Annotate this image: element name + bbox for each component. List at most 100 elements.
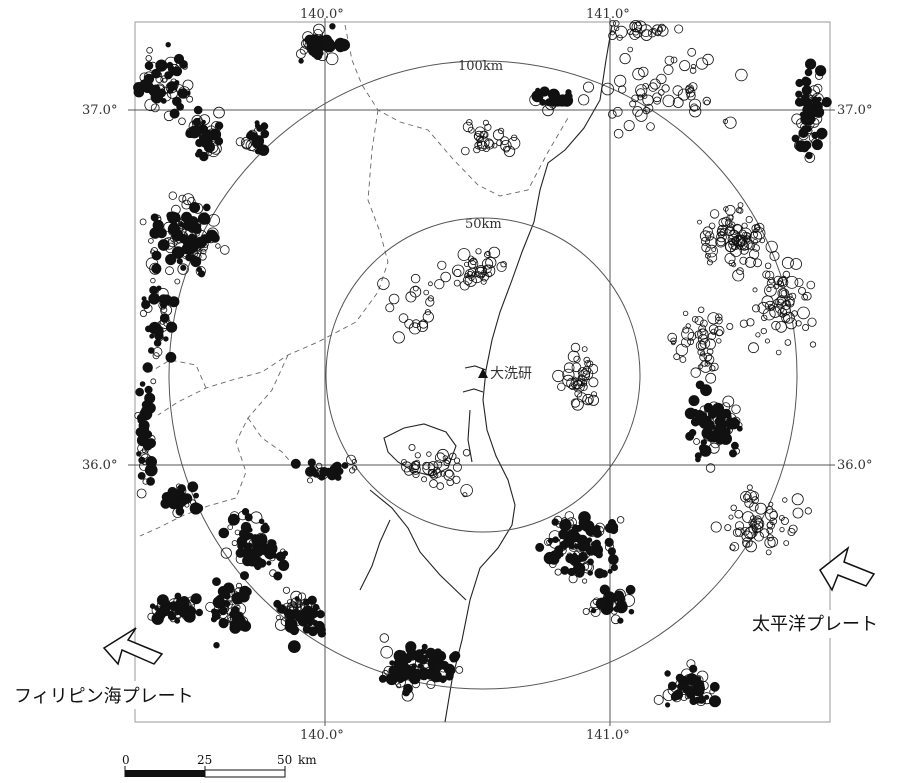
epicenter-marker [690, 417, 700, 427]
epicenter-marker [755, 332, 761, 338]
epicenter-marker [816, 127, 828, 139]
epicenter-marker [432, 468, 443, 478]
epicenter-marker [604, 542, 615, 552]
epicenter-marker [206, 141, 219, 154]
epicenter-marker [307, 621, 313, 627]
epicenter-marker [151, 263, 162, 274]
epicenter-marker [345, 454, 356, 465]
epicenter-marker [295, 49, 306, 59]
epicenter-marker [434, 452, 446, 464]
epicenter-marker [187, 481, 199, 493]
epicenter-marker [683, 685, 694, 696]
epicenter-marker [423, 662, 429, 669]
epicenter-marker [351, 458, 357, 464]
epicenter-marker [388, 293, 400, 305]
epicenter-marker [569, 543, 576, 550]
epicenter-marker [703, 352, 713, 362]
epicenter-marker [664, 702, 671, 708]
epicenter-marker [156, 62, 165, 71]
epicenter-marker [146, 46, 153, 54]
epicenter-marker [418, 319, 429, 329]
epicenter-marker [554, 568, 562, 576]
epicenter-marker [290, 458, 301, 469]
epicenter-marker [685, 84, 695, 94]
epicenter-marker [187, 216, 199, 228]
epicenter-marker [753, 518, 765, 529]
epicenter-marker [410, 273, 421, 284]
epicenter-marker [712, 424, 718, 431]
epicenter-marker [137, 418, 143, 424]
epicenter-marker [690, 63, 697, 70]
epicenter-marker [177, 498, 187, 507]
epicenter-marker [610, 30, 616, 36]
lon-label-140-top: 140.0° [300, 7, 344, 22]
epicenter-marker [500, 136, 510, 146]
epicenter-marker [775, 321, 787, 333]
epicenter-marker [571, 524, 580, 533]
epicenter-marker [195, 608, 203, 617]
epicenter-marker [251, 556, 260, 565]
epicenter-marker [743, 493, 751, 501]
epicenter-marker [688, 98, 702, 111]
epicenter-marker [234, 615, 246, 628]
epicenter-marker [404, 466, 414, 476]
epicenter-marker [595, 597, 608, 610]
epicenter-marker [797, 306, 810, 320]
epicenter-marker [644, 103, 654, 113]
epicenter-marker [741, 527, 750, 536]
epicenter-marker [814, 71, 824, 80]
epicenter-marker [482, 119, 489, 126]
epicenter-marker [220, 547, 232, 559]
epicenter-marker [607, 568, 613, 574]
epicenter-marker [771, 320, 781, 331]
epicenter-marker [622, 594, 635, 607]
epicenter-marker [449, 452, 457, 460]
epicenter-marker [181, 199, 192, 210]
epicenter-marker [429, 479, 438, 488]
epicenter-marker [780, 312, 786, 318]
epicenter-marker [233, 592, 243, 602]
epicenter-marker [689, 105, 702, 118]
epicenter-marker [709, 209, 720, 219]
epicenter-marker [394, 676, 406, 688]
epicenter-marker [784, 339, 792, 346]
epicenter-marker [581, 550, 590, 559]
epicenter-marker [716, 231, 727, 243]
epicenter-marker [685, 323, 691, 329]
epicenter-marker [496, 139, 503, 147]
epicenter-marker [497, 127, 505, 134]
epicenter-marker [427, 461, 439, 472]
epicenter-marker [574, 567, 585, 578]
epicenter-marker [588, 377, 599, 388]
epicenter-marker [379, 633, 390, 643]
epicenter-marker [702, 226, 713, 237]
epicenter-marker [162, 237, 176, 250]
epicenter-marker [313, 38, 323, 48]
epicenter-marker [765, 508, 778, 522]
epicenter-marker [633, 20, 647, 34]
epicenter-marker [653, 694, 664, 705]
epicenter-marker [748, 342, 759, 354]
epicenter-marker [699, 319, 708, 328]
epicenter-marker [753, 258, 762, 268]
epicenter-marker [687, 331, 697, 341]
epicenter-marker [392, 331, 405, 344]
epicenter-marker [150, 277, 156, 284]
epicenter-marker [548, 530, 562, 543]
epicenter-marker [791, 493, 804, 506]
epicenter-marker [688, 395, 700, 407]
epicenter-marker [462, 492, 468, 498]
scale-tick-50: 50 [277, 753, 292, 767]
epicenter-marker [302, 598, 310, 606]
epicenter-marker [182, 79, 194, 91]
epicenter-marker [578, 518, 588, 528]
epicenter-marker [443, 469, 455, 481]
epicenter-marker [182, 193, 195, 206]
epicenter-marker [251, 544, 265, 558]
epicenter-marker [306, 610, 317, 620]
epicenter-marker [679, 60, 691, 72]
epicenter-marker [735, 234, 748, 247]
epicenter-marker [380, 645, 394, 659]
epicenter-marker [169, 226, 174, 232]
epicenter-marker [483, 138, 494, 149]
